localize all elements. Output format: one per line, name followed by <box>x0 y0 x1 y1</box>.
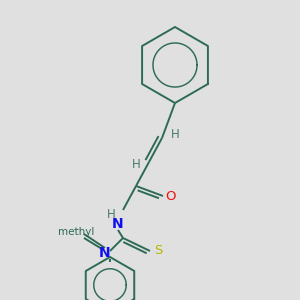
Text: N: N <box>99 246 111 260</box>
Text: O: O <box>166 190 176 202</box>
Text: H: H <box>106 208 116 221</box>
Text: methyl: methyl <box>58 227 94 237</box>
Text: N: N <box>112 217 124 231</box>
Text: S: S <box>154 244 162 257</box>
Text: methyl_end: methyl_end <box>74 228 82 230</box>
Text: H: H <box>171 128 179 140</box>
Text: H: H <box>132 158 140 170</box>
